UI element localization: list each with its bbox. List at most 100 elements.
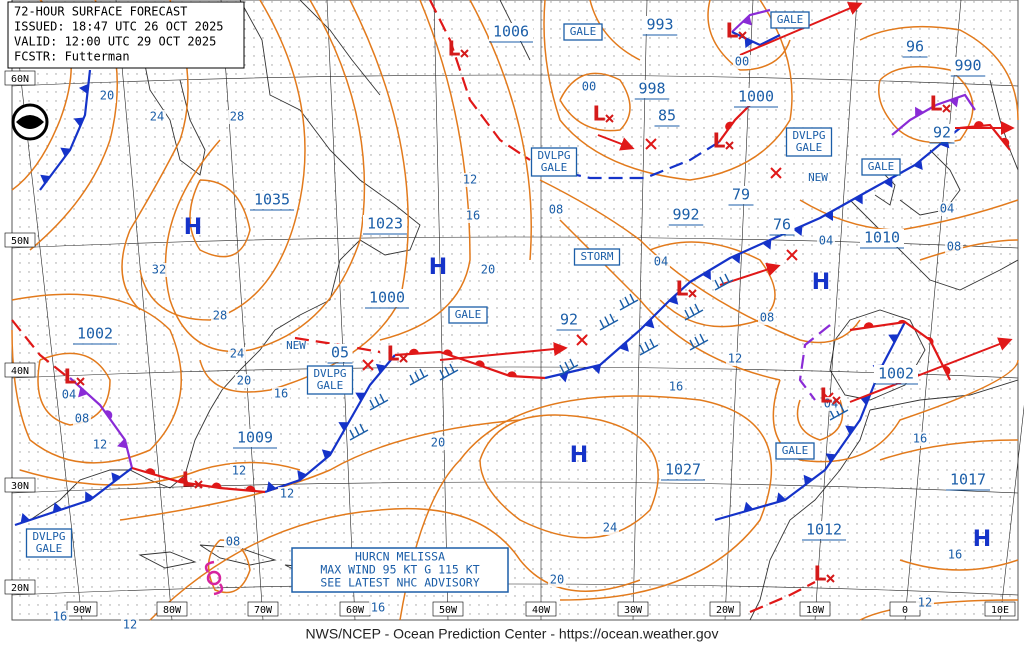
front-triangle — [793, 225, 803, 236]
isobar-label: 16 — [913, 432, 927, 446]
front-triangle — [266, 481, 277, 492]
front-triangle — [845, 425, 856, 435]
isobar-label-bg — [429, 436, 447, 450]
warning-box — [563, 23, 603, 41]
high-center: H — [184, 215, 202, 240]
front-triangle — [744, 37, 754, 49]
isobar-label: 12 — [93, 438, 107, 452]
grid-label-box — [66, 601, 98, 617]
pressure-label-bg — [327, 344, 353, 362]
occluded-front — [731, 8, 771, 33]
front-semicircle — [725, 121, 734, 131]
warm-front — [11, 319, 66, 376]
front-triangle — [297, 470, 307, 481]
longitude-line — [632, 0, 648, 621]
isobar — [879, 439, 1019, 461]
isobar — [796, 399, 844, 441]
isobar-label: 28 — [230, 110, 244, 124]
isobar — [119, 419, 521, 521]
warning-label: GALE — [317, 379, 344, 392]
isobar-label: 12 — [232, 464, 246, 478]
low-x — [460, 49, 469, 58]
grid-label-box — [432, 601, 464, 617]
pressure-label: 92 — [933, 124, 951, 142]
cold-front — [544, 281, 691, 380]
isobar-label: 08 — [75, 412, 89, 426]
isobar — [649, 241, 776, 328]
isobar-label-bg — [73, 412, 91, 426]
isobar-label-bg — [98, 89, 116, 103]
front-semicircle — [507, 371, 517, 377]
graticule — [11, 0, 1024, 621]
isobar — [559, 72, 631, 132]
grid-label: 50W — [439, 605, 458, 616]
isobar — [189, 179, 251, 258]
header-line: ISSUED: 18:47 UTC 26 OCT 2025 — [14, 20, 224, 34]
isobar-label-bg — [148, 110, 166, 124]
isobar-label-bg — [272, 387, 290, 401]
isobar — [878, 65, 974, 144]
isobar-label: 16 — [274, 387, 288, 401]
pressure-label: 1017 — [950, 471, 986, 489]
longitude-line — [814, 0, 858, 621]
warning-label: GALE — [796, 141, 823, 154]
low-x — [194, 480, 203, 489]
warning-box — [25, 528, 73, 558]
pressure-label: 1012 — [806, 521, 842, 539]
front-triangle — [111, 472, 121, 483]
isobar-label-bg — [733, 55, 751, 69]
pressure-label-bg — [661, 461, 705, 479]
warm-front — [849, 320, 951, 381]
grid-label-box — [4, 362, 36, 378]
pressure-label: 992 — [672, 206, 699, 224]
warm-front — [749, 581, 816, 614]
isobar — [19, 461, 301, 486]
isobar — [589, 0, 641, 61]
isobar — [919, 239, 1019, 261]
isobar-label-bg — [945, 240, 963, 254]
occluded-front — [798, 324, 831, 401]
pressure-label: 1009 — [237, 429, 273, 447]
pressure-label-bg — [233, 429, 277, 447]
occluded-front — [935, 93, 976, 111]
pressure-label-bg — [728, 186, 754, 204]
front-triangle — [20, 513, 31, 524]
future-position — [576, 334, 588, 346]
isobar — [399, 395, 773, 621]
isobar-label-bg — [601, 521, 619, 535]
isobar — [707, 0, 791, 71]
pressure-label-bg — [950, 57, 986, 75]
future-position — [770, 167, 782, 179]
isobar-label: 00 — [735, 55, 749, 69]
isobar-label: 20 — [550, 573, 564, 587]
grid-label-box — [4, 70, 36, 86]
isobar-label: 12 — [728, 352, 742, 366]
isobar-label: 00 — [582, 80, 596, 94]
isobar — [543, 0, 793, 181]
front-triangle — [762, 239, 772, 250]
front-triangle — [742, 15, 752, 26]
longitude-line — [904, 0, 962, 621]
pressure-label: 1023 — [367, 215, 403, 233]
pressure-label-bg — [769, 216, 795, 234]
front-semicircle — [245, 485, 256, 492]
hurricane-symbol — [204, 560, 224, 596]
isobar-label: 28 — [213, 309, 227, 323]
low-center: L — [930, 92, 943, 116]
pressure-label: 79 — [732, 186, 750, 204]
front-triangle — [338, 422, 349, 431]
advisory-line: HURCN MELISSA — [355, 550, 445, 564]
latitude-line — [11, 74, 1019, 87]
isobar-label-bg — [278, 487, 296, 501]
wind-barb — [619, 293, 639, 311]
isobar-label: 04 — [819, 234, 833, 248]
isobar — [37, 352, 111, 426]
warning-box — [785, 127, 833, 157]
warm-front — [394, 350, 546, 380]
isobar-label-bg — [479, 263, 497, 277]
motion-arrow — [597, 134, 635, 151]
isobar-label: 12 — [463, 173, 477, 187]
front-triangle — [644, 318, 655, 329]
isobar-label-bg — [224, 535, 242, 549]
pressure-label-bg — [489, 23, 533, 41]
